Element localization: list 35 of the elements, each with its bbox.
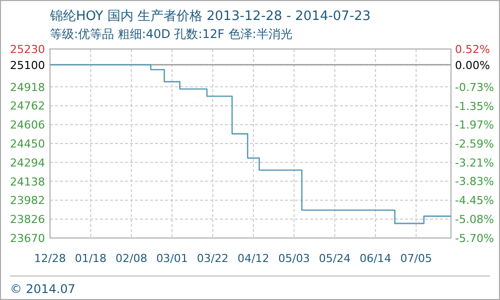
y-tick-label: 24606 <box>10 118 45 132</box>
y-tick-label: 25100 <box>10 58 45 72</box>
y-tick-label: 24450 <box>10 138 45 150</box>
text: © 2014.07 <box>10 282 76 296</box>
chart-title: 锦纶HOY 国内 生产者价格 2013-12-28 - 2014-07-23 <box>49 9 371 24</box>
y2-tick-label: -5.08% <box>455 213 494 226</box>
y-tick-label: 24918 <box>10 80 45 94</box>
y-tick-label: 24138 <box>10 175 45 188</box>
x-tick-label: 01/18 <box>74 252 107 265</box>
y2-tick-label: -1.35% <box>455 100 494 113</box>
x-tick-label: 03/01 <box>156 252 188 265</box>
x-tick-label: 03/22 <box>196 252 229 265</box>
x-tick-label: 02/08 <box>116 252 148 265</box>
y2-tick-label: -3.83% <box>455 175 494 188</box>
y2-tick-label: 0.52% <box>455 43 490 56</box>
y2-tick-label: -2.59% <box>455 138 494 150</box>
x-tick-label: 04/12 <box>238 252 270 265</box>
y2-tick-label: -1.97% <box>455 118 494 132</box>
y2-tick-label: -5.70% <box>455 232 494 245</box>
x-tick-label: 06/14 <box>360 252 392 265</box>
y2-tick-label: -3.21% <box>455 156 494 170</box>
y-tick-label: 23826 <box>10 213 45 226</box>
y-tick-label: 24294 <box>10 156 45 170</box>
y-tick-label: 25230 <box>10 43 45 56</box>
y2-tick-label: -4.45% <box>455 194 494 208</box>
y-tick-label: 23670 <box>10 232 45 245</box>
x-tick-label: 12/28 <box>34 252 66 265</box>
x-tick-label: 05/03 <box>278 252 310 265</box>
y2-tick-label: -0.73% <box>455 80 494 94</box>
x-tick-label: 07/05 <box>400 252 432 265</box>
y2-tick-label: 0.00% <box>455 58 490 72</box>
y-tick-label: 24762 <box>10 100 45 113</box>
chart-subtitle: 等级:优等品 粗细:40D 孔数:12F 色泽:半消光 <box>50 27 292 41</box>
x-tick-label: 05/24 <box>318 252 351 265</box>
y-tick-label: 23982 <box>10 194 45 208</box>
